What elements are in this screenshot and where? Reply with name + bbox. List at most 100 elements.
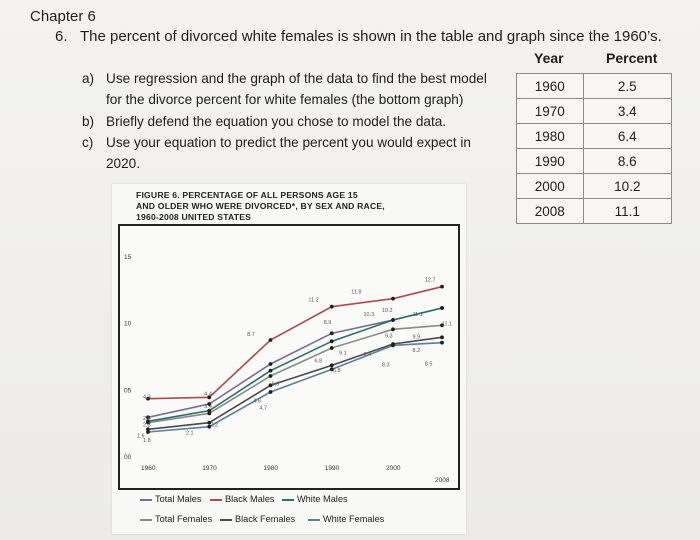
percent-cell: 8.6: [582, 148, 673, 174]
percent-cell: 11.1: [582, 198, 673, 224]
data-label: 11.1: [442, 321, 452, 327]
legend-label: White Females: [323, 514, 385, 524]
series-line: [147, 341, 443, 433]
year-cell: 1990: [516, 148, 584, 174]
table-row: 1990 8.6: [516, 148, 673, 174]
data-point: [329, 304, 334, 309]
year-cell: 1980: [516, 123, 584, 149]
series-line: [147, 307, 443, 419]
x-tick-label: 2008: [435, 477, 450, 484]
figure-title-line: 1960-2008 UNITED STATES: [136, 212, 252, 222]
data-label: 3.4: [204, 404, 212, 410]
data-point: [440, 340, 444, 345]
data-label: 2.3: [143, 423, 151, 429]
data-label: 8.5: [425, 361, 433, 367]
data-point: [146, 427, 150, 432]
legend-swatch: [140, 518, 152, 521]
legend-swatch: [308, 518, 320, 521]
data-label: 12.7: [425, 277, 436, 283]
subquestion-letter: a): [82, 71, 95, 86]
x-tick-label: 1960: [141, 465, 156, 472]
data-point: [329, 363, 334, 368]
subquestion-line: Briefly defend the equation you chose to…: [106, 114, 447, 129]
legend-swatch: [282, 498, 294, 501]
year-cell: 1970: [516, 98, 584, 124]
legend-item-total-males: Total Males: [140, 494, 201, 504]
data-label: 1.6: [137, 433, 145, 439]
data-point: [146, 420, 150, 425]
data-point: [268, 383, 273, 388]
data-point: [207, 424, 212, 429]
data-point: [391, 318, 395, 322]
data-label: 11.1: [413, 312, 423, 318]
data-point: [440, 335, 444, 340]
data-label: 11.2: [308, 297, 318, 303]
figure-title-line: FIGURE 6. PERCENTAGE OF ALL PERSONS AGE …: [136, 190, 358, 200]
figure-6: FIGURE 6. PERCENTAGE OF ALL PERSONS AGE …: [112, 184, 466, 534]
subquestion-letter: c): [82, 135, 94, 150]
data-label: 8.4: [364, 352, 372, 358]
data-label: 10.3: [364, 312, 375, 318]
data-point: [268, 374, 273, 378]
table-row: 2008 11.1: [516, 198, 673, 224]
chapter-heading: Chapter 6: [30, 8, 96, 25]
data-label: 9.9: [413, 335, 421, 341]
year-cell: 1960: [516, 73, 584, 99]
legend-item-white-males: White Males: [282, 494, 348, 504]
data-label: 6.8: [333, 368, 341, 374]
data-label: 4.4: [204, 391, 212, 397]
data-point: [268, 338, 273, 342]
x-tick-label: 1970: [202, 465, 217, 472]
figure-title-line: AND OLDER WHO WERE DIVORCED*, BY SEX AND…: [136, 201, 385, 211]
data-point: [329, 367, 334, 372]
subquestion-line: Use regression and the graph of the data…: [106, 71, 487, 86]
data-label: 8.3: [382, 363, 390, 369]
data-point: [391, 296, 395, 301]
data-point: [207, 408, 212, 413]
data-label: 6.3: [272, 381, 280, 387]
legend-label: Total Females: [155, 514, 213, 524]
table-row: 1980 6.4: [516, 123, 673, 149]
table-header-percent: Percent: [606, 50, 658, 66]
data-point: [440, 323, 444, 328]
x-tick-label: 1990: [325, 465, 340, 472]
legend-swatch: [140, 498, 152, 501]
data-point: [268, 390, 273, 394]
legend-swatch: [210, 498, 222, 501]
data-label: 9.1: [339, 351, 347, 357]
question-number: 6.: [55, 28, 68, 45]
data-point: [329, 346, 334, 350]
data-point: [268, 368, 273, 373]
series-line: [147, 324, 443, 424]
data-point: [391, 327, 395, 332]
legend-label: Total Males: [155, 494, 202, 504]
data-point: [207, 420, 212, 425]
data-point: [329, 339, 334, 344]
data-table: 1960 2.5 1970 3.4 1980 6.4 1990 8.6 2000…: [516, 73, 673, 224]
percent-cell: 2.5: [582, 73, 673, 99]
legend-swatch: [220, 518, 232, 521]
legend-item-black-males: Black Males: [210, 494, 275, 504]
data-label: 2.2: [210, 423, 218, 429]
percent-cell: 3.4: [582, 98, 673, 124]
table-row: 1960 2.5: [516, 73, 673, 99]
year-cell: 2000: [516, 173, 584, 199]
data-point: [146, 415, 150, 420]
year-cell: 2008: [516, 198, 584, 224]
data-label: 1.8: [143, 438, 151, 444]
data-point: [146, 396, 150, 401]
x-tick-label: 2000: [386, 465, 401, 472]
data-point: [329, 331, 334, 336]
percent-cell: 10.2: [582, 173, 673, 199]
figure-title: FIGURE 6. PERCENTAGE OF ALL PERSONS AGE …: [136, 190, 456, 223]
table-row: 2000 10.2: [516, 173, 673, 199]
y-tick-label: 05: [124, 387, 132, 394]
data-point: [440, 306, 444, 310]
x-tick-label: 1980: [264, 465, 279, 472]
subquestion-line: for the divorce percent for white female…: [106, 92, 464, 107]
y-tick-label: 00: [124, 454, 132, 461]
legend-item-black-females: Black Females: [220, 514, 295, 524]
data-label: 9.3: [385, 333, 393, 339]
data-point: [207, 402, 212, 406]
